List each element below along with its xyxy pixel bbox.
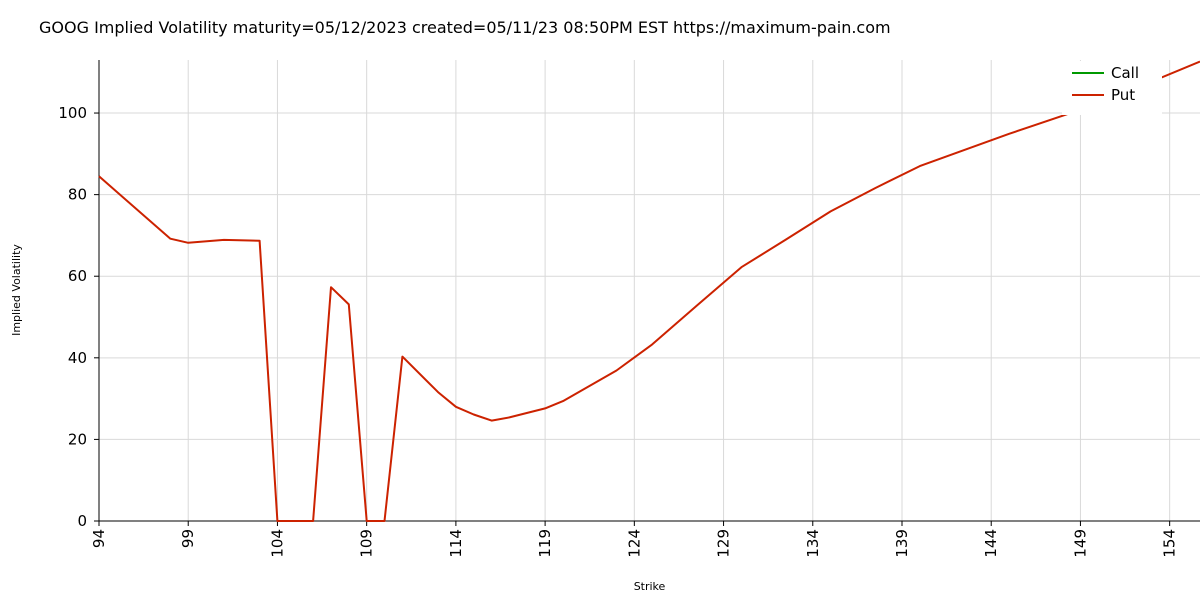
x-tick-label: 124 [625, 529, 643, 558]
legend-label-put: Put [1111, 86, 1135, 104]
legend-background [1062, 61, 1162, 115]
y-tick-label: 0 [77, 512, 87, 530]
x-tick-label: 109 [358, 529, 376, 558]
chart-title: GOOG Implied Volatility maturity=05/12/2… [39, 18, 891, 37]
y-tick-label: 60 [68, 267, 87, 285]
grid [98, 60, 1200, 522]
y-tick-label: 100 [58, 104, 87, 122]
x-tick-label: 99 [179, 529, 197, 548]
y-tick-label: 80 [68, 186, 87, 204]
x-tick-label: 139 [893, 529, 911, 558]
x-tick-label: 114 [447, 529, 465, 558]
series-lines [98, 60, 1200, 522]
y-axis-title: Implied Volatility [10, 244, 23, 336]
axes [94, 60, 1200, 526]
x-tick-label: 129 [715, 529, 733, 558]
x-tick-label: 144 [982, 529, 1000, 558]
y-tick-label: 40 [68, 349, 87, 367]
x-tick-label: 119 [536, 529, 554, 558]
tick-labels: 94 99 104 109 114 119 124 129 134 139 144 149 154 0 20… [58, 104, 1178, 558]
legend: Call Put [1062, 61, 1162, 115]
x-tick-label: 104 [268, 529, 286, 558]
y-tick-label: 20 [68, 430, 87, 448]
x-tick-label: 154 [1161, 529, 1179, 558]
series-line-put [98, 60, 1200, 522]
x-tick-label: 134 [804, 529, 822, 558]
x-tick-label: 94 [90, 529, 108, 548]
x-tick-label: 149 [1071, 529, 1089, 558]
legend-label-call: Call [1111, 64, 1139, 82]
x-axis-title: Strike [634, 580, 666, 593]
